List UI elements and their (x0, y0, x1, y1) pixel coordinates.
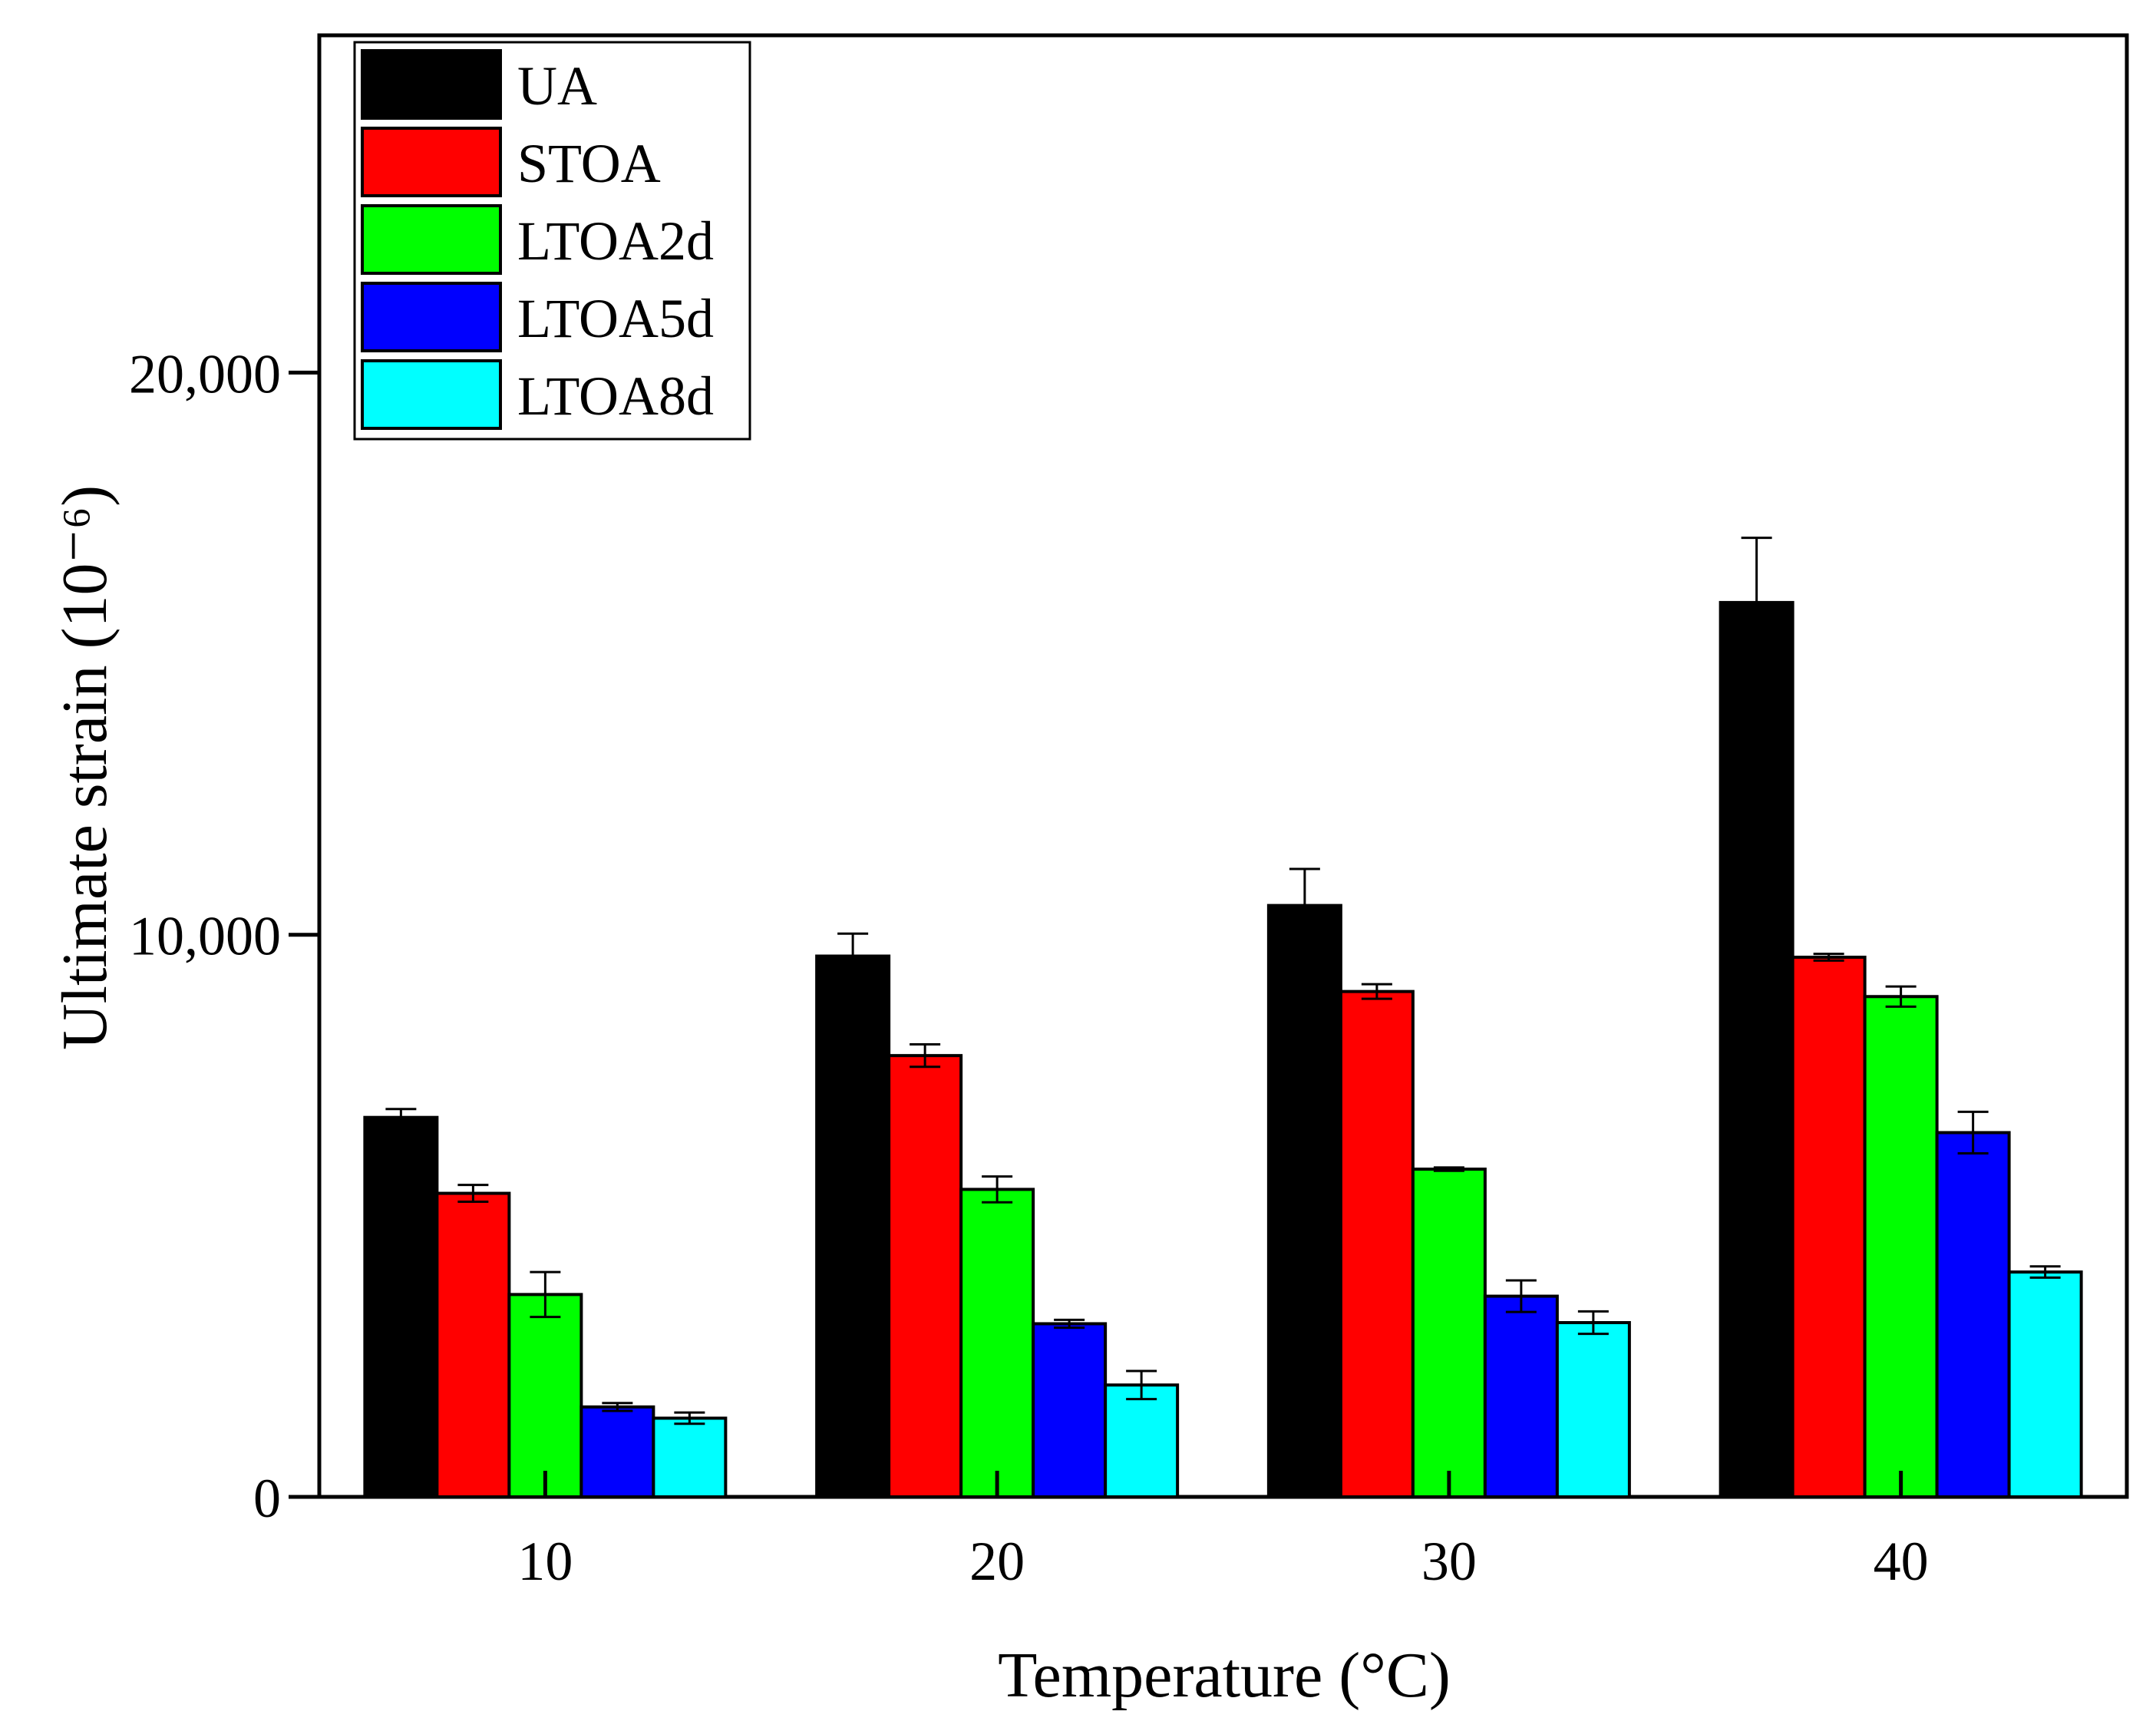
bar-stoa-10 (435, 1191, 511, 1498)
y-axis-title: Ultimate strain (10⁻⁶) (49, 485, 121, 1050)
error-bars-layer (385, 537, 2061, 1425)
bar-ltoa8d-20 (1104, 1383, 1180, 1498)
legend-swatch-ltoa8d (361, 359, 502, 430)
bar-ltoa8d-10 (652, 1416, 728, 1499)
bar-stoa-30 (1339, 989, 1415, 1498)
bar-ltoa5d-10 (579, 1405, 655, 1499)
y-tick-label-10000: 10,000 (129, 906, 281, 967)
legend-label-ltoa2d: LTOA2d (517, 210, 714, 272)
bar-ltoa5d-30 (1483, 1294, 1559, 1498)
legend-swatch-ltoa5d (361, 282, 502, 352)
y-axis: 0 10,000 20,000 (129, 343, 319, 1529)
bars-layer (363, 600, 2083, 1499)
plot-frame (317, 33, 2129, 1499)
x-tick-label-20: 20 (969, 1531, 1025, 1592)
legend-swatch-stoa (361, 127, 502, 197)
bar-ua-20 (815, 954, 891, 1498)
x-axis: 10 20 30 40 (517, 1471, 1929, 1592)
x-tick-label-40: 40 (1874, 1531, 1929, 1592)
bar-ua-10 (363, 1115, 439, 1498)
bar-ua-30 (1266, 903, 1342, 1498)
x-axis-title: Temperature (°C) (998, 1640, 1451, 1711)
legend-swatch-ua (361, 49, 502, 120)
x-tick-label-30: 30 (1421, 1531, 1477, 1592)
bar-ltoa2d-30 (1411, 1168, 1487, 1498)
legend-swatch-ltoa2d (361, 204, 502, 275)
bar-ltoa5d-40 (1935, 1131, 2011, 1498)
legend-label-ua: UA (517, 55, 597, 117)
legend-label-ltoa5d: LTOA5d (517, 288, 714, 349)
bar-stoa-20 (887, 1054, 963, 1498)
bar-ua-40 (1719, 600, 1794, 1498)
bar-stoa-40 (1791, 955, 1867, 1498)
bar-ltoa8d-40 (2007, 1270, 2083, 1498)
bar-ltoa5d-20 (1032, 1322, 1108, 1498)
legend: UA STOA LTOA2d LTOA5d LTOA8d (353, 41, 751, 441)
y-tick-label-0: 0 (253, 1468, 281, 1529)
y-tick-label-20000: 20,000 (129, 343, 281, 405)
bar-ltoa2d-10 (507, 1293, 583, 1499)
bar-ltoa2d-40 (1863, 995, 1939, 1498)
bar-ltoa8d-30 (1555, 1320, 1631, 1498)
x-tick-label-10: 10 (517, 1531, 573, 1592)
legend-label-ltoa8d: LTOA8d (517, 365, 714, 427)
legend-label-stoa: STOA (517, 133, 661, 194)
bar-ltoa2d-20 (959, 1188, 1035, 1499)
